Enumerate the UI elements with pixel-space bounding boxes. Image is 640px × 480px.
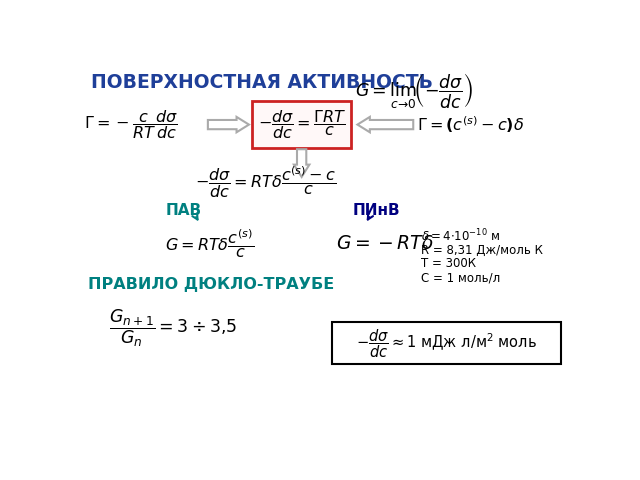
Bar (252, 101, 351, 148)
Text: $\delta = 4{\cdot}10^{-10}$ м: $\delta = 4{\cdot}10^{-10}$ м (421, 228, 500, 244)
Text: ПРАВИЛО ДЮКЛО-ТРАУБЕ: ПРАВИЛО ДЮКЛО-ТРАУБЕ (88, 277, 334, 292)
Text: ПОВЕРХНОСТНАЯ АКТИВНОСТЬ: ПОВЕРХНОСТНАЯ АКТИВНОСТЬ (91, 73, 433, 92)
Text: $-\dfrac{d\sigma}{dc} = RT\delta\dfrac{c^{(s)}-c}{c}$: $-\dfrac{d\sigma}{dc} = RT\delta\dfrac{c… (195, 165, 336, 200)
Text: $G = RT\delta\dfrac{c^{(s)}}{c}$: $G = RT\delta\dfrac{c^{(s)}}{c}$ (165, 228, 255, 260)
Text: T = 300К: T = 300К (421, 257, 476, 270)
Text: $-\dfrac{d\sigma}{dc} = \dfrac{\Gamma RT}{c}$: $-\dfrac{d\sigma}{dc} = \dfrac{\Gamma RT… (257, 108, 346, 141)
Text: ПИнВ: ПИнВ (353, 204, 401, 218)
Polygon shape (208, 117, 249, 132)
Text: $\Gamma = \boldsymbol{(}c^{(s)}-c\boldsymbol{)}\delta$: $\Gamma = \boldsymbol{(}c^{(s)}-c\boldsy… (417, 114, 524, 135)
Text: $\dfrac{G_{n+1}}{G_n} = 3 \div 3{,}5$: $\dfrac{G_{n+1}}{G_n} = 3 \div 3{,}5$ (109, 308, 237, 349)
Text: ПАВ: ПАВ (165, 204, 202, 218)
Bar (332, 323, 561, 364)
Text: R = 8,31 Дж/моль К: R = 8,31 Дж/моль К (421, 244, 543, 257)
Polygon shape (294, 149, 309, 177)
Text: $-\dfrac{d\sigma}{dc} \approx 1$ мДж л/м$^2$ моль: $-\dfrac{d\sigma}{dc} \approx 1$ мДж л/м… (356, 327, 537, 360)
Text: С = 1 моль/л: С = 1 моль/л (421, 271, 500, 284)
Text: $G = \lim_{c \to 0}\!\left(-\dfrac{d\sigma}{dc}\right)$: $G = \lim_{c \to 0}\!\left(-\dfrac{d\sig… (355, 72, 474, 111)
Text: $\Gamma = -\dfrac{c}{RT}\dfrac{d\sigma}{dc}$: $\Gamma = -\dfrac{c}{RT}\dfrac{d\sigma}{… (84, 108, 178, 141)
Polygon shape (358, 117, 413, 132)
Text: $G = -RT\delta$: $G = -RT\delta$ (336, 234, 433, 253)
